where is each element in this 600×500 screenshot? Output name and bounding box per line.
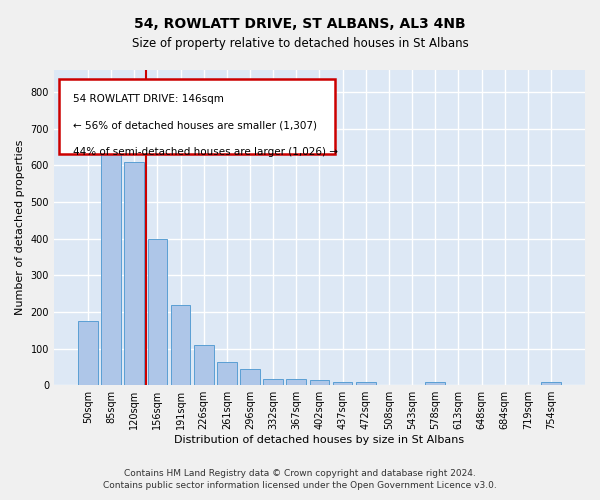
Text: 44% of semi-detached houses are larger (1,026) →: 44% of semi-detached houses are larger (… [73, 147, 338, 157]
Bar [356, 382, 376, 385]
Bar [541, 382, 561, 385]
Bar [78, 321, 98, 385]
Bar [286, 379, 306, 385]
Bar [148, 238, 167, 385]
Bar [194, 345, 214, 385]
Text: Size of property relative to detached houses in St Albans: Size of property relative to detached ho… [131, 38, 469, 51]
Bar [310, 380, 329, 385]
Text: Contains HM Land Registry data © Crown copyright and database right 2024.
Contai: Contains HM Land Registry data © Crown c… [103, 468, 497, 490]
Bar [240, 368, 260, 385]
Bar [333, 382, 352, 385]
Bar [101, 144, 121, 385]
Bar [263, 379, 283, 385]
Bar [217, 362, 236, 385]
Bar [170, 306, 190, 385]
Bar [124, 162, 144, 385]
Bar [425, 382, 445, 385]
Y-axis label: Number of detached properties: Number of detached properties [15, 140, 25, 316]
Text: 54 ROWLATT DRIVE: 146sqm: 54 ROWLATT DRIVE: 146sqm [73, 94, 223, 104]
Text: 54, ROWLATT DRIVE, ST ALBANS, AL3 4NB: 54, ROWLATT DRIVE, ST ALBANS, AL3 4NB [134, 18, 466, 32]
X-axis label: Distribution of detached houses by size in St Albans: Distribution of detached houses by size … [175, 435, 464, 445]
Bar [59, 80, 335, 154]
Text: ← 56% of detached houses are smaller (1,307): ← 56% of detached houses are smaller (1,… [73, 120, 317, 130]
